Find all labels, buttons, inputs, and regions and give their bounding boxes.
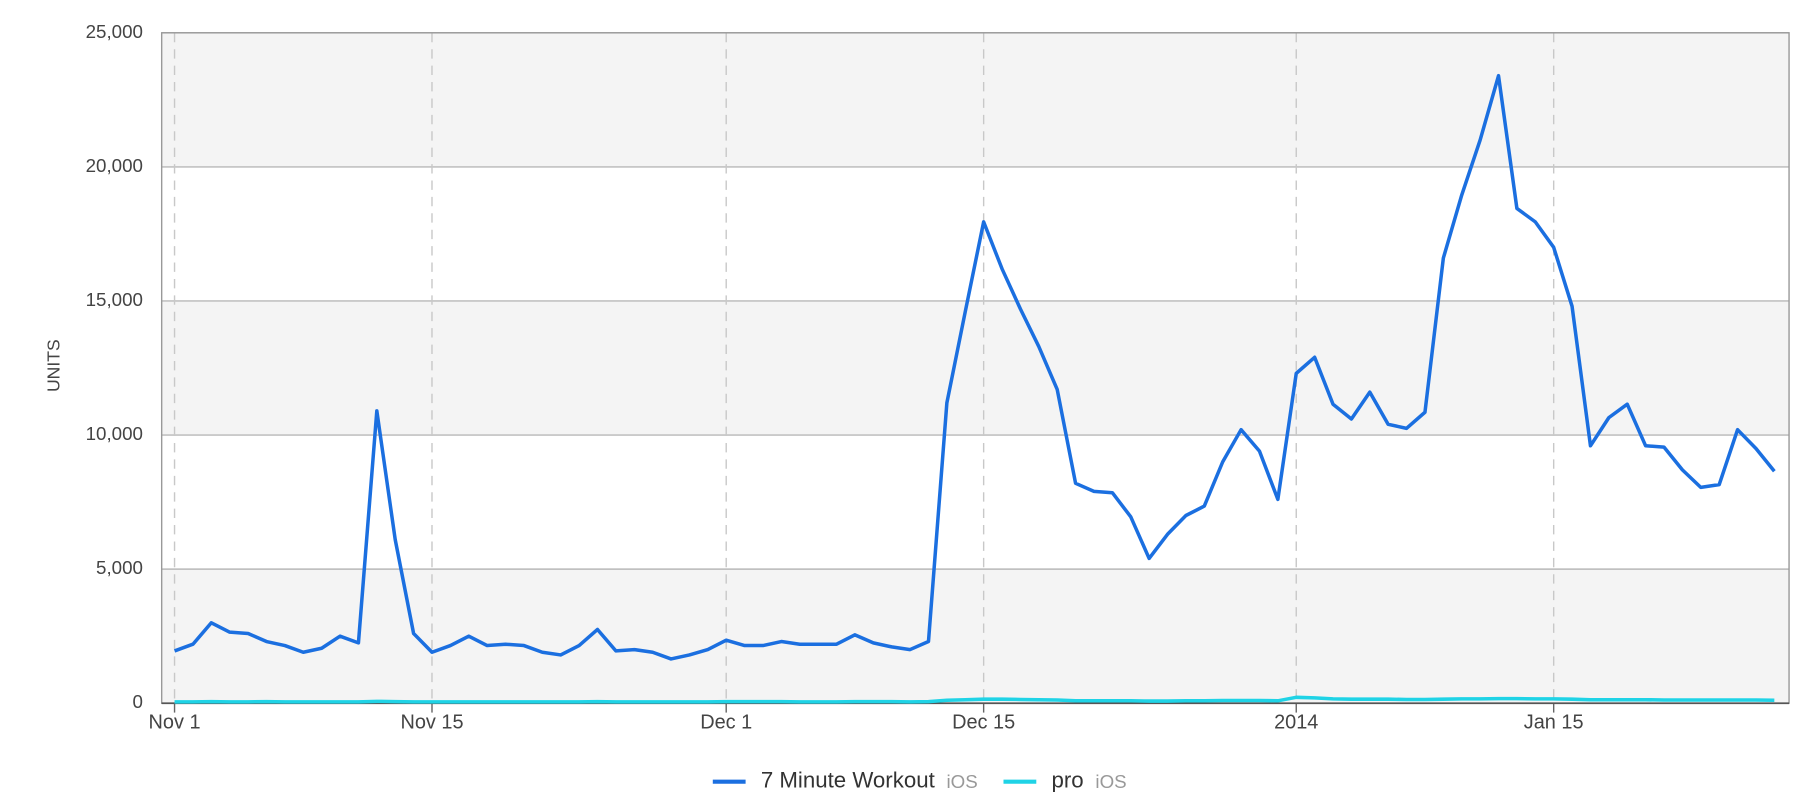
data-line — [174, 695, 1775, 704]
y-tick-label: 10,000 — [86, 423, 143, 444]
y-tick-label: 5,000 — [96, 557, 143, 578]
y-axis-label: UNITS — [44, 339, 64, 392]
plot-band — [161, 435, 1790, 570]
x-tick-label: Nov 1 — [149, 711, 201, 733]
legend-platform: iOS — [946, 771, 977, 792]
legend-platform: iOS — [1095, 771, 1126, 792]
plot-band — [161, 32, 1790, 167]
y-tick-label: 0 — [133, 691, 143, 712]
plot-band — [161, 569, 1790, 704]
y-tick-label: 20,000 — [86, 155, 143, 176]
data-line — [173, 73, 1776, 661]
x-tick-label: Nov 15 — [400, 711, 463, 733]
plot-band — [161, 166, 1790, 301]
y-tick-label: 25,000 — [86, 21, 143, 42]
legend-label: pro — [1052, 768, 1084, 793]
x-tick-label: 2014 — [1274, 711, 1318, 733]
x-tick-label: Jan 15 — [1524, 711, 1584, 733]
x-tick-label: Dec 1 — [700, 711, 752, 733]
x-tick-label: Dec 15 — [952, 711, 1015, 733]
plot-band — [161, 300, 1790, 436]
y-tick-label: 15,000 — [86, 289, 143, 310]
legend: 7 Minute Workout iOS pro iOS — [712, 768, 1127, 793]
legend-item: 7 Minute Workout iOS — [712, 768, 978, 793]
legend-label: 7 Minute Workout — [761, 768, 936, 793]
legend-item: pro iOS — [1003, 768, 1127, 793]
